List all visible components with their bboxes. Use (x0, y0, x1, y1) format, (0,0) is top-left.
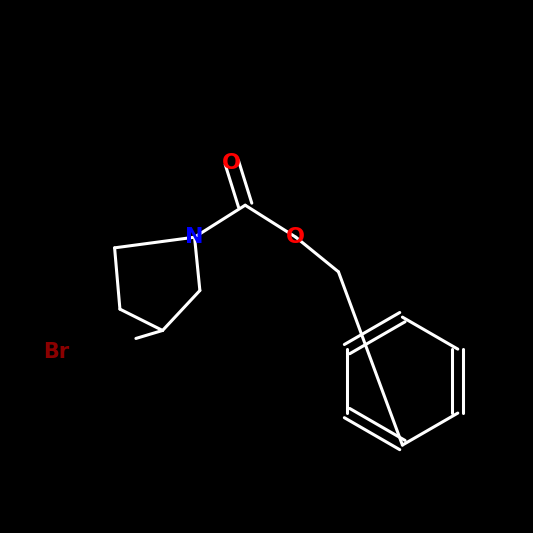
Text: O: O (286, 227, 305, 247)
Text: N: N (185, 227, 204, 247)
Text: Br: Br (43, 342, 69, 362)
Text: O: O (222, 152, 241, 173)
